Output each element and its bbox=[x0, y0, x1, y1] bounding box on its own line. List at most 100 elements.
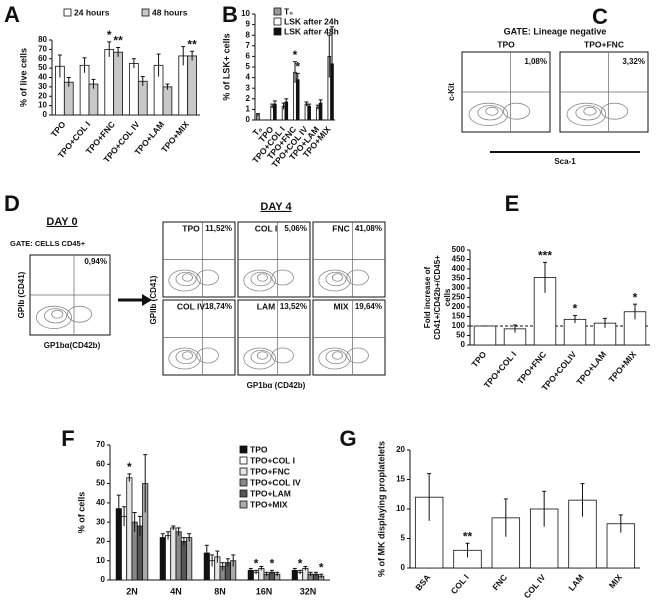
legend-label: TPO+LAM bbox=[250, 488, 291, 498]
contour bbox=[182, 351, 193, 360]
legend-label: TPO+COL I bbox=[250, 455, 295, 465]
y-tick-label: 20 bbox=[396, 445, 405, 454]
legend-label: 48 hours bbox=[152, 7, 188, 17]
gate-percentage: 5,06% bbox=[284, 224, 307, 233]
contour bbox=[600, 102, 629, 120]
contour bbox=[51, 309, 64, 319]
x-axis-label: GP1bα(CD42b) bbox=[44, 341, 101, 350]
bar bbox=[113, 51, 123, 116]
y-tick-label: 4 bbox=[246, 73, 251, 82]
plot-name: TPO+FNC bbox=[584, 39, 624, 49]
gate-percentage: 3,32% bbox=[622, 57, 645, 66]
y-tick-label: 400 bbox=[452, 264, 466, 273]
plot-name: COL IV bbox=[177, 301, 206, 311]
plot-name: TPO bbox=[182, 223, 200, 233]
bar bbox=[159, 537, 166, 581]
y-axis-label: % of live cells bbox=[18, 48, 28, 107]
y-tick-label: 40 bbox=[96, 498, 105, 507]
y-tick-label: 500 bbox=[452, 245, 466, 254]
contour bbox=[485, 106, 499, 116]
y-tick-label: 10 bbox=[241, 9, 250, 18]
y-axis-label: % of MK displaying proplatelets bbox=[376, 441, 386, 577]
contour bbox=[175, 271, 197, 287]
flow-title: DAY 4 bbox=[260, 201, 292, 213]
y-tick-label: 200 bbox=[452, 302, 466, 311]
x-tick-label: 16N bbox=[256, 586, 273, 596]
bar bbox=[165, 535, 172, 581]
panel-letter: A bbox=[4, 2, 20, 27]
y-tick-label: 30 bbox=[38, 82, 47, 91]
legend-swatch bbox=[273, 27, 282, 36]
bar bbox=[129, 63, 139, 116]
legend-swatch bbox=[239, 456, 248, 465]
contour bbox=[325, 349, 347, 365]
legend-swatch bbox=[141, 8, 150, 17]
plot-name: MIX bbox=[333, 301, 348, 311]
contour bbox=[243, 347, 276, 370]
bar bbox=[175, 531, 182, 581]
legend-label: T₀ bbox=[284, 6, 293, 16]
flow-subtitle: GATE: CELLS CD45+ bbox=[10, 239, 86, 248]
arrow-head bbox=[142, 294, 152, 306]
contour bbox=[477, 105, 503, 121]
y-tick-label: 60 bbox=[96, 459, 105, 468]
x-axis-label: GP1bα (CD42b) bbox=[247, 381, 306, 390]
contour bbox=[346, 347, 369, 364]
panel-letter: B bbox=[222, 2, 238, 27]
plot-name: TPO bbox=[497, 39, 515, 49]
contour bbox=[346, 269, 369, 286]
y-tick-label: 1 bbox=[246, 105, 251, 114]
significance: * bbox=[107, 28, 112, 42]
y-tick-label: 70 bbox=[96, 440, 105, 449]
y-axis-label: cells bbox=[443, 288, 452, 306]
legend-swatch bbox=[239, 467, 248, 476]
y-tick-label: 60 bbox=[38, 54, 47, 63]
y-tick-label: 40 bbox=[38, 73, 47, 82]
legend-swatch bbox=[63, 8, 72, 17]
contour bbox=[257, 351, 268, 360]
gate-percentage: 0,94% bbox=[84, 257, 107, 266]
y-tick-label: 300 bbox=[452, 283, 466, 292]
y-tick-label: 5 bbox=[401, 534, 406, 543]
legend-label: TPO bbox=[250, 444, 268, 454]
significance: * bbox=[254, 557, 259, 571]
flow-title: DAY 0 bbox=[46, 216, 77, 228]
significance: * bbox=[127, 460, 132, 474]
y-tick-label: 6 bbox=[246, 52, 251, 61]
contour bbox=[43, 308, 68, 324]
y-tick-label: 70 bbox=[38, 44, 47, 53]
bar bbox=[568, 499, 597, 569]
panel-letter: F bbox=[61, 426, 74, 451]
contour bbox=[318, 347, 351, 370]
y-tick-label: 8 bbox=[246, 30, 251, 39]
gate-percentage: 18,74% bbox=[205, 302, 232, 311]
plot-name: FNC bbox=[332, 223, 349, 233]
y-tick-label: 50 bbox=[96, 479, 105, 488]
y-tick-label: 0 bbox=[43, 110, 48, 119]
contour bbox=[36, 305, 73, 329]
y-axis-label: Fold increase of bbox=[423, 266, 432, 328]
y-tick-label: 0 bbox=[246, 115, 251, 124]
y-tick-label: 450 bbox=[452, 255, 466, 264]
bar bbox=[162, 86, 173, 116]
contour bbox=[257, 273, 268, 282]
significance: * bbox=[295, 60, 300, 74]
bar bbox=[473, 325, 497, 346]
contour bbox=[250, 349, 272, 365]
y-tick-label: 80 bbox=[38, 35, 47, 44]
significance: * bbox=[293, 48, 298, 62]
x-tick-label: 4N bbox=[170, 586, 182, 596]
legend-swatch bbox=[273, 17, 282, 26]
y-tick-label: 5 bbox=[246, 62, 251, 71]
gate-percentage: 11,52% bbox=[205, 224, 232, 233]
y-tick-label: 3 bbox=[246, 83, 251, 92]
legend-label: TPO+MIX bbox=[250, 499, 288, 509]
bar bbox=[104, 48, 115, 116]
bar bbox=[170, 527, 177, 581]
flow-title: GATE: Lineage negative bbox=[504, 26, 607, 36]
contour bbox=[250, 271, 272, 287]
significance: * bbox=[298, 557, 303, 571]
contour bbox=[325, 271, 347, 287]
bar bbox=[563, 318, 587, 346]
